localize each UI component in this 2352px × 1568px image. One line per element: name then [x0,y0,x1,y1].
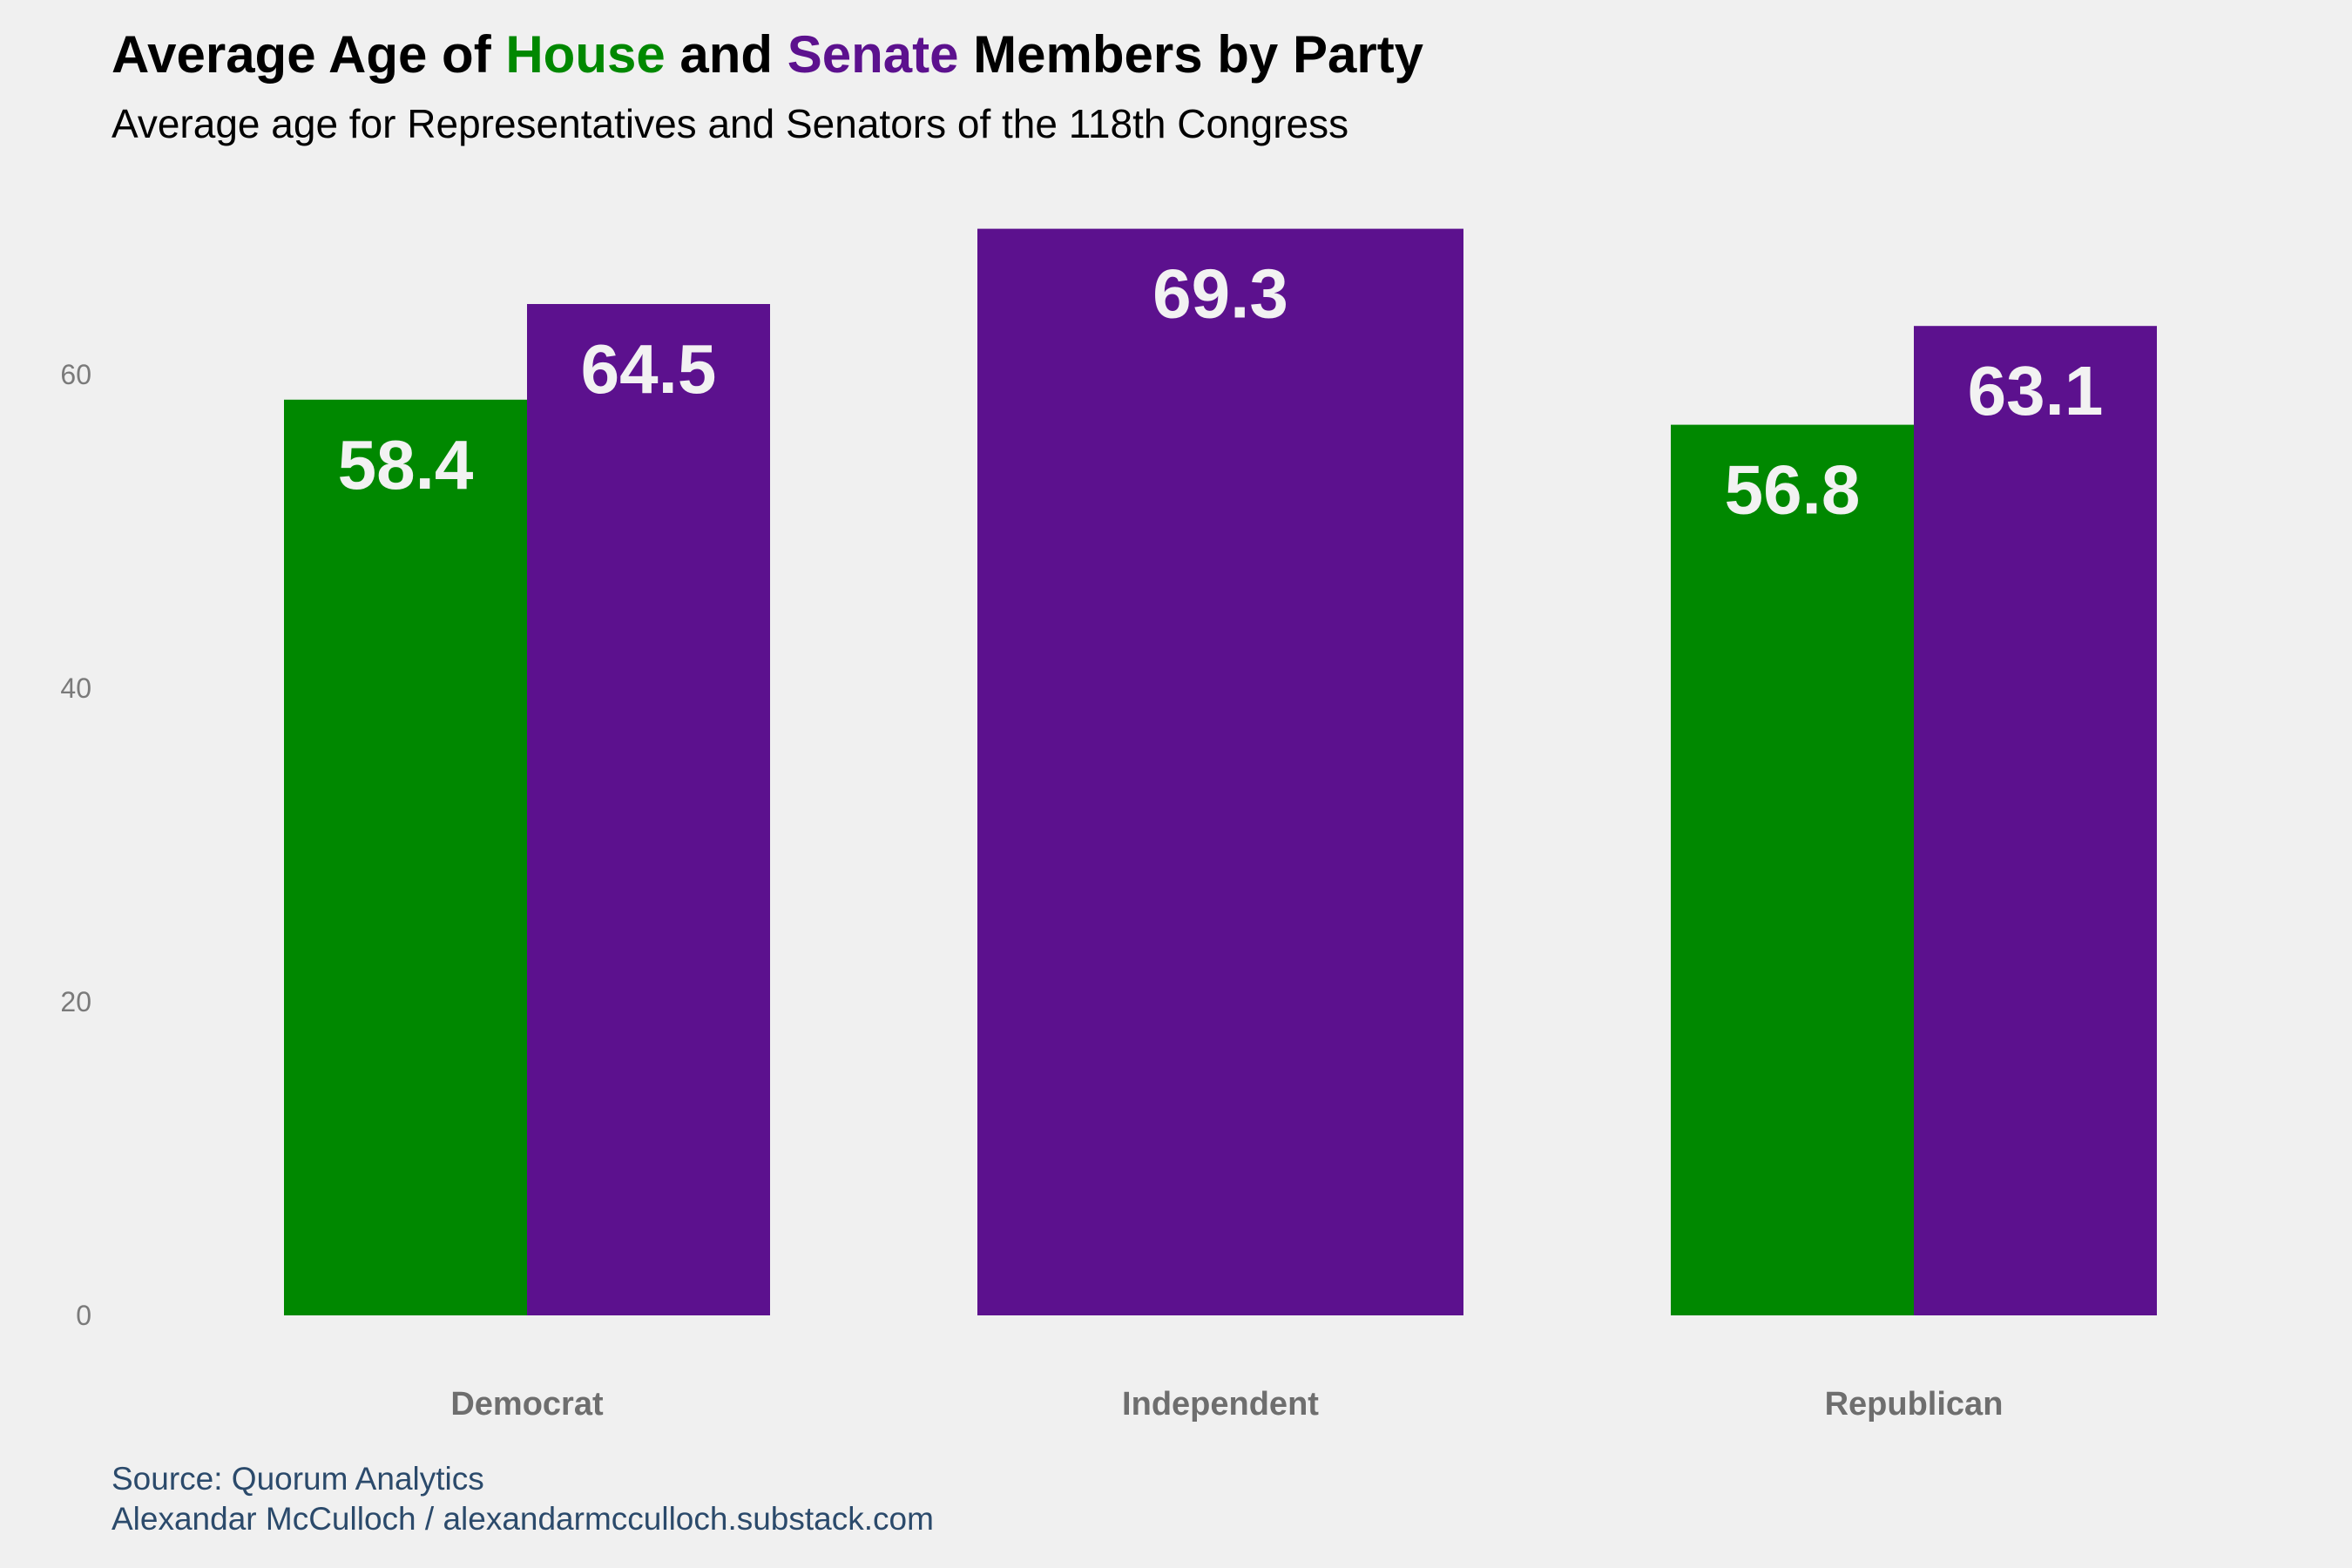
bar-label-republican-senate: 63.1 [1968,352,2104,429]
title-part-1: Average Age of [112,25,506,84]
bar-republican-senate [1914,326,2157,1316]
bar-label-democrat-senate: 64.5 [581,330,717,408]
bar-labels-group: 58.4 64.5 69.3 56.8 63.1 [338,255,2104,529]
chart-caption: Source: Quorum Analytics Alexandar McCul… [112,1459,934,1539]
bar-independent-senate [977,228,1463,1316]
y-tick-label-40: 40 [60,672,91,704]
caption-author: Alexandar McCulloch / alexandarmcculloch… [112,1501,934,1537]
title-part-3: Members by Party [958,25,1424,84]
bar-label-democrat-house: 58.4 [338,426,474,504]
chart-subtitle: Average age for Representatives and Sena… [112,101,1349,146]
caption-source: Source: Quorum Analytics [112,1461,484,1497]
y-tick-label-20: 20 [60,986,91,1017]
title-house-keyword: House [505,25,666,84]
x-axis-labels: Democrat Independent Republican [450,1386,2003,1423]
chart-title: Average Age of House and Senate Members … [112,24,1423,84]
bar-democrat-house [284,399,527,1315]
title-part-2: and [665,25,787,84]
bar-label-independent-senate: 69.3 [1152,255,1288,333]
y-tick-label-60: 60 [60,359,91,390]
bar-democrat-senate [527,304,770,1315]
x-tick-label-democrat: Democrat [450,1386,604,1423]
title-senate-keyword: Senate [787,25,959,84]
y-tick-label-0: 0 [76,1300,91,1331]
bar-label-republican-house: 56.8 [1725,451,1861,529]
x-tick-label-independent: Independent [1122,1386,1319,1423]
bars-group [284,228,2157,1316]
y-axis-ticks: 0 20 40 60 [60,359,91,1331]
x-tick-label-republican: Republican [1825,1386,2004,1423]
bar-republican-house [1671,424,1914,1316]
